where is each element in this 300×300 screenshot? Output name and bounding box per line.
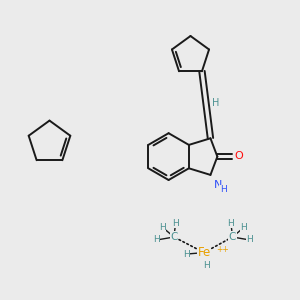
Text: H: H	[247, 236, 253, 244]
Text: H: H	[220, 185, 226, 194]
Text: H: H	[241, 223, 247, 232]
Text: H: H	[228, 219, 234, 228]
Text: ++: ++	[217, 245, 230, 254]
Text: Fe: Fe	[197, 246, 211, 259]
Text: O: O	[234, 151, 243, 161]
Text: H: H	[159, 223, 166, 232]
Text: H: H	[183, 250, 189, 259]
Text: H: H	[153, 236, 160, 244]
Text: C: C	[170, 232, 178, 242]
Text: C: C	[229, 232, 236, 242]
Text: H: H	[172, 219, 179, 228]
Text: N: N	[214, 179, 222, 190]
Text: H: H	[203, 261, 210, 270]
Text: H: H	[212, 98, 219, 108]
